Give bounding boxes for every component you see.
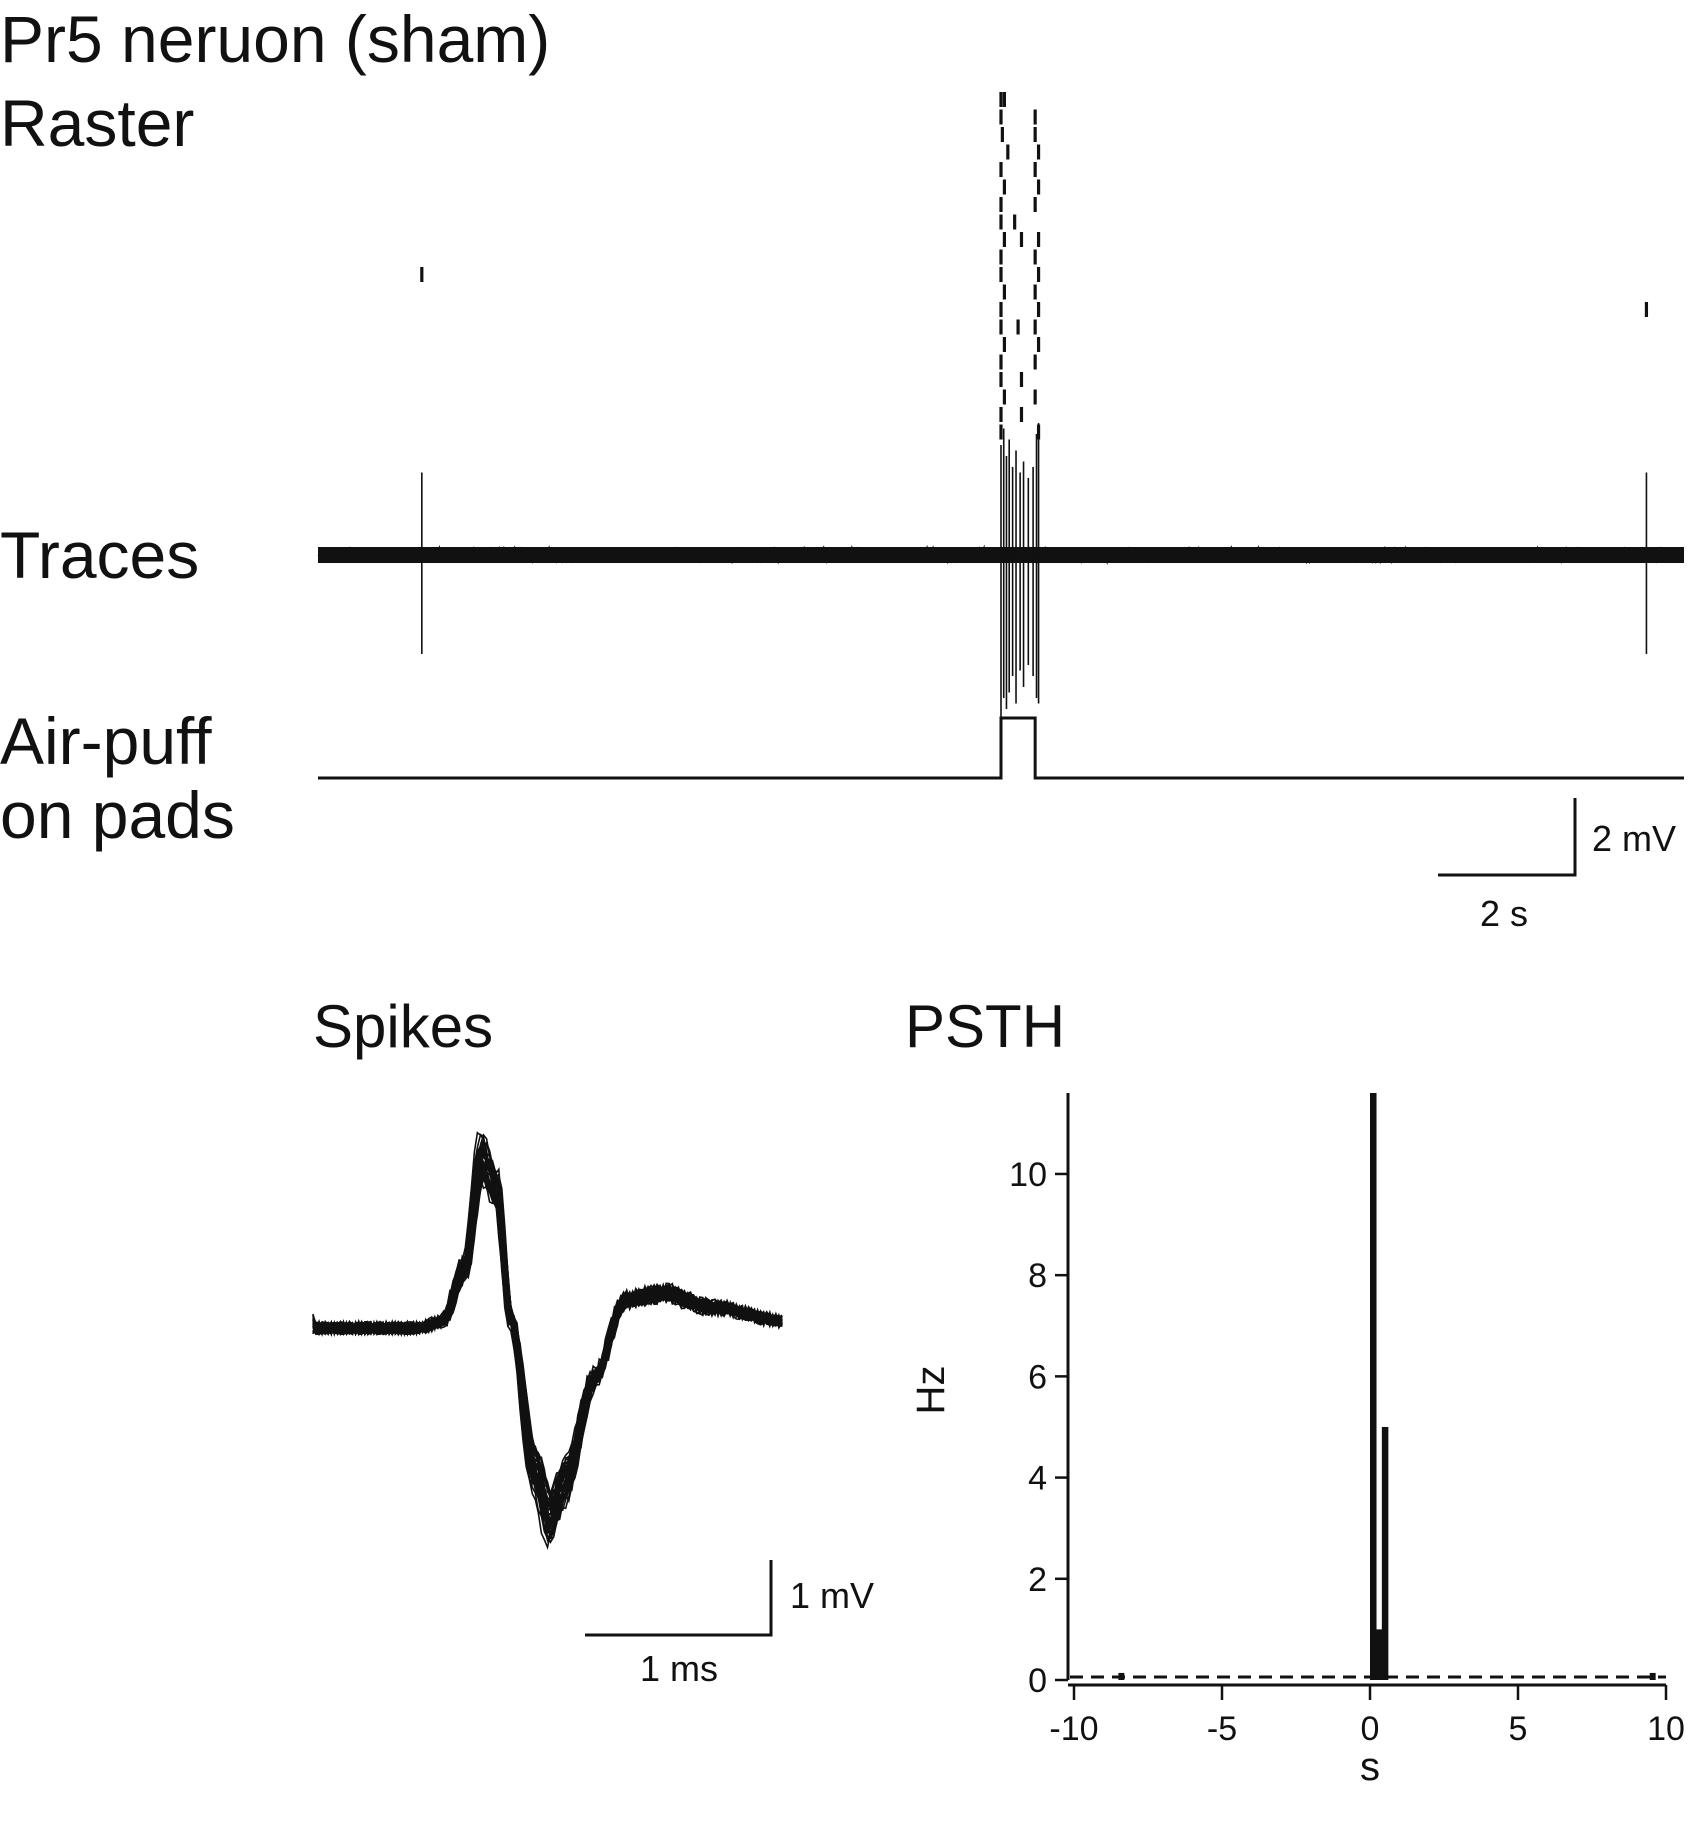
spike-waveform bbox=[312, 1148, 783, 1528]
psth-y-label: Hz bbox=[909, 1366, 953, 1415]
psth-x-tick-label: 5 bbox=[1509, 1710, 1528, 1748]
spike-time-scale-label: 1 ms bbox=[640, 1648, 719, 1689]
psth-bar bbox=[1370, 1093, 1374, 1680]
spike-waveform bbox=[312, 1150, 783, 1529]
spike-waveform bbox=[312, 1149, 783, 1530]
psth-y-tick-label: 2 bbox=[1028, 1561, 1047, 1599]
psth-bar bbox=[1372, 1093, 1377, 1680]
scale-bars bbox=[585, 798, 1577, 1637]
psth-y-tick-label: 0 bbox=[1028, 1662, 1047, 1700]
spike-waveform bbox=[312, 1161, 783, 1516]
psth-bar bbox=[1649, 1672, 1656, 1680]
airpuff-label-line1: Air-puff bbox=[0, 704, 212, 778]
spike-waveform bbox=[312, 1133, 783, 1540]
spike-waveform bbox=[312, 1150, 783, 1534]
spike-waveform bbox=[312, 1175, 783, 1502]
spike-voltage-scale-label: 1 mV bbox=[790, 1575, 875, 1616]
traces-label: Traces bbox=[0, 518, 200, 592]
spike-waveform bbox=[312, 1151, 783, 1526]
spike-waveform bbox=[312, 1167, 783, 1513]
spike-waveform bbox=[312, 1159, 783, 1511]
spike-waveform bbox=[312, 1141, 783, 1539]
spike-scale-bar bbox=[585, 1560, 773, 1637]
spike-waveform bbox=[312, 1171, 783, 1506]
spike-waveform bbox=[312, 1169, 783, 1514]
spike-waveform bbox=[312, 1170, 783, 1511]
psth-y-tick-label: 10 bbox=[1009, 1156, 1047, 1194]
psth-bar bbox=[1384, 1426, 1389, 1680]
spike-waveform bbox=[312, 1139, 783, 1540]
psth-y-tick-label: 8 bbox=[1028, 1257, 1047, 1295]
figure-title: Pr5 neruon (sham) bbox=[0, 2, 551, 76]
psth-label: PSTH bbox=[905, 993, 1066, 1060]
spike-waveform bbox=[312, 1163, 783, 1509]
psth-bar bbox=[1381, 1426, 1386, 1680]
spike-waveform bbox=[312, 1174, 783, 1502]
spike-waveform bbox=[312, 1144, 783, 1535]
spike-waveform bbox=[312, 1168, 783, 1509]
spike-waveform bbox=[312, 1144, 783, 1531]
psth-x-tick-label: 0 bbox=[1361, 1710, 1380, 1748]
spikes-label: Spikes bbox=[313, 993, 494, 1060]
spike-waveform bbox=[313, 1147, 783, 1529]
spike-waveform bbox=[312, 1178, 783, 1500]
spike-waveform bbox=[312, 1176, 783, 1496]
spike-waveform bbox=[312, 1144, 783, 1536]
spike-waveform bbox=[312, 1173, 783, 1508]
trace-time-scale-label: 2 s bbox=[1480, 893, 1529, 934]
psth-bar bbox=[1378, 1629, 1383, 1680]
spike-waveform bbox=[312, 1145, 783, 1540]
spike-waveform bbox=[312, 1162, 783, 1514]
psth-y-tick-label: 4 bbox=[1028, 1460, 1047, 1498]
psth-bar bbox=[1118, 1672, 1125, 1680]
spike-waveform-plot bbox=[312, 1131, 783, 1551]
raster-label: Raster bbox=[0, 86, 195, 160]
spike-waveform bbox=[312, 1138, 783, 1540]
spike-waveform bbox=[312, 1151, 783, 1524]
spike-waveform bbox=[312, 1160, 783, 1518]
psth-x-tick-label: -10 bbox=[1049, 1710, 1098, 1748]
trace-scale-bar bbox=[1438, 798, 1577, 877]
raster-plot bbox=[420, 92, 1649, 440]
spike-waveform bbox=[312, 1149, 783, 1528]
psth-x-tick-label: 10 bbox=[1647, 1710, 1685, 1748]
spike-waveform bbox=[312, 1148, 783, 1543]
airpuff-trace bbox=[318, 716, 1684, 780]
psth-bar bbox=[1375, 1629, 1380, 1680]
psth-x-label: s bbox=[1360, 1745, 1380, 1789]
trace-plot bbox=[317, 423, 1684, 720]
spike-waveform bbox=[312, 1177, 783, 1503]
airpuff-plot bbox=[318, 716, 1684, 780]
psth-y-tick-label: 6 bbox=[1028, 1358, 1047, 1396]
spike-waveform bbox=[312, 1167, 783, 1506]
airpuff-label-line2: on pads bbox=[0, 778, 235, 852]
spike-waveform bbox=[312, 1174, 783, 1499]
spike-waveform bbox=[312, 1176, 783, 1500]
spike-waveform bbox=[312, 1147, 783, 1530]
psth-plot: 0 2 4 6 8 10 -10 -5 0 5 10 s Hz bbox=[909, 1093, 1685, 1789]
psth-x-tick-label: -5 bbox=[1207, 1710, 1237, 1748]
trace-voltage-scale-label: 2 mV bbox=[1592, 818, 1677, 859]
